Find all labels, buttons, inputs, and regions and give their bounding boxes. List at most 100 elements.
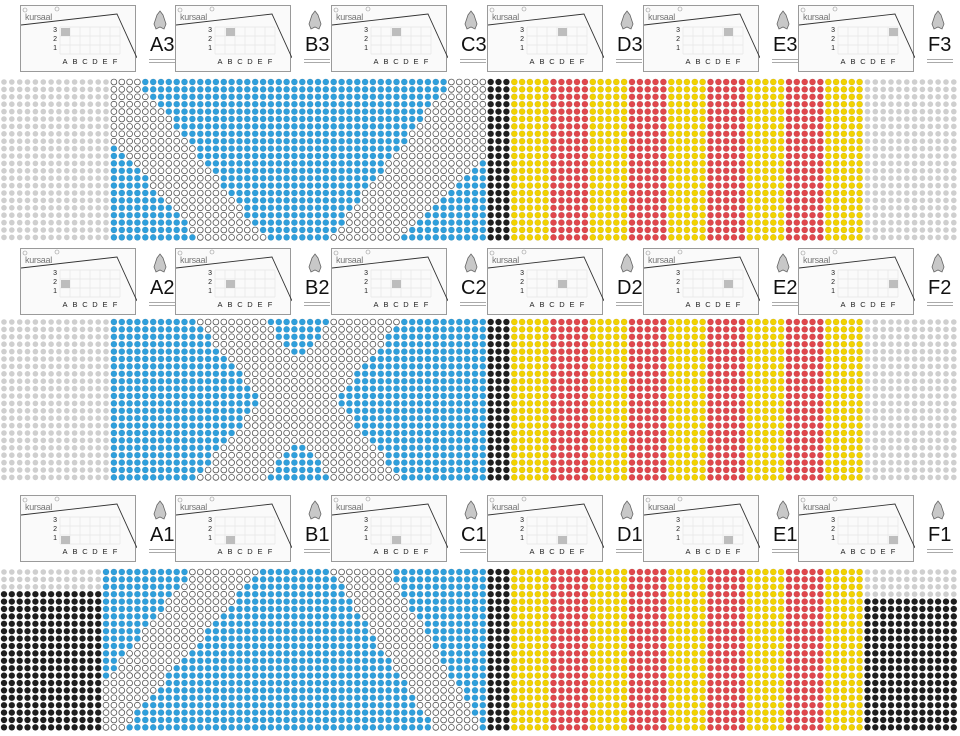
seat-blue — [440, 422, 447, 429]
seat-blue — [447, 392, 455, 400]
seat-blue — [385, 108, 392, 115]
seat-red — [558, 78, 565, 86]
seat-white — [361, 326, 369, 333]
seat-white — [134, 108, 141, 115]
seat-black — [495, 385, 502, 392]
seat-yellow — [683, 219, 691, 226]
section-notes — [460, 302, 486, 308]
seat-unused — [1, 108, 7, 115]
seat-white — [330, 348, 338, 355]
seat-blue — [126, 182, 134, 189]
seat-blue — [173, 370, 181, 378]
seat-unused — [880, 108, 886, 115]
seat-blue — [141, 196, 149, 204]
seat-blue — [283, 325, 290, 333]
seat-white — [424, 197, 432, 204]
seat-white — [346, 414, 353, 422]
seat-black — [502, 355, 510, 363]
seat-unused — [48, 371, 54, 377]
seat-blue — [141, 211, 149, 219]
seat-blue — [267, 226, 275, 234]
stage-icon — [776, 500, 790, 520]
seat-white — [118, 115, 126, 123]
seat-red — [565, 219, 573, 226]
column-label: D — [559, 300, 565, 309]
seat-white — [267, 422, 275, 429]
seat-black — [487, 362, 495, 370]
seat-blue — [338, 152, 345, 160]
seat-white — [400, 197, 408, 204]
seat-red — [558, 385, 565, 392]
seat-yellow — [683, 123, 691, 130]
row-label: 2 — [676, 279, 680, 286]
seat-red — [801, 196, 809, 204]
seat-white — [471, 86, 479, 93]
seat-white — [118, 137, 126, 145]
seat-blue — [393, 429, 400, 437]
seat-unused — [32, 408, 39, 414]
seat-unused — [48, 197, 54, 204]
seat-red — [707, 226, 714, 234]
seat-unused — [71, 437, 78, 444]
seat-blue — [393, 145, 400, 152]
seat-black — [495, 414, 502, 422]
seat-red — [817, 340, 824, 348]
seat-unused — [935, 326, 941, 333]
seat-blue — [306, 152, 314, 160]
seat-yellow — [510, 385, 518, 392]
column-label: C — [549, 57, 555, 66]
seat-yellow — [746, 318, 754, 326]
column-label: F — [579, 547, 585, 556]
seat-blue — [471, 219, 479, 226]
seat-red — [581, 86, 589, 93]
seat-white — [314, 400, 322, 407]
seat-yellow — [832, 152, 840, 160]
seat-white — [173, 145, 181, 152]
seat-blue — [228, 174, 235, 182]
seat-yellow — [824, 167, 832, 175]
seat-unused — [64, 319, 70, 325]
seat-yellow — [746, 182, 754, 189]
seat-yellow — [840, 115, 848, 123]
seat-unused — [904, 116, 910, 122]
seat-red — [644, 204, 652, 212]
seat-white — [330, 414, 338, 422]
seat-blue — [118, 174, 126, 182]
seat-unused — [864, 205, 871, 211]
seat-blue — [463, 226, 471, 234]
seat-unused — [71, 408, 78, 414]
seat-unused — [71, 94, 78, 100]
seat-blue — [353, 130, 361, 138]
seat-unused — [95, 116, 101, 122]
seat-red — [707, 130, 714, 138]
seat-yellow — [526, 108, 534, 115]
seat-white — [330, 234, 338, 241]
seat-unused — [40, 86, 47, 93]
seat-yellow — [605, 233, 612, 241]
seat-unused — [927, 334, 934, 340]
seat-white — [361, 197, 369, 204]
seat-blue — [314, 167, 322, 175]
seat-blue — [188, 123, 196, 130]
seat-white — [377, 326, 385, 333]
seat-blue — [416, 385, 424, 392]
seat-yellow — [667, 407, 675, 415]
seat-blue — [236, 422, 243, 429]
row-label: 2 — [208, 279, 212, 286]
seat-blue — [393, 86, 400, 93]
seat-blue — [432, 226, 440, 234]
kursaal-logo: kursaal — [180, 255, 207, 265]
seat-yellow — [840, 414, 848, 422]
seat-blue — [353, 370, 361, 378]
seat-unused — [95, 160, 101, 167]
seat-red — [793, 422, 801, 429]
seat-unused — [911, 408, 918, 414]
seat-red — [660, 152, 667, 160]
seat-unused — [864, 319, 871, 325]
seat-white — [306, 437, 314, 444]
seat-blue — [353, 115, 361, 123]
seat-red — [722, 167, 730, 175]
seat-blue — [228, 108, 235, 115]
seat-unused — [95, 205, 101, 211]
seat-unused — [40, 138, 47, 144]
